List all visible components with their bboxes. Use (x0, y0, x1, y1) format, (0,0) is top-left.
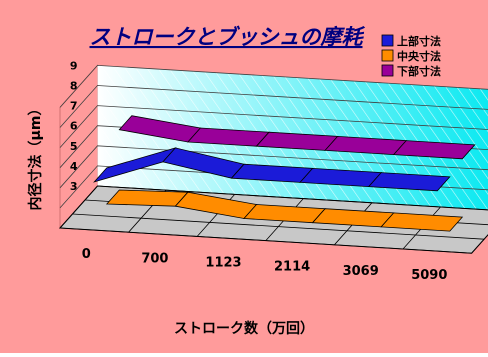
legend-swatch (382, 65, 393, 76)
x-axis-label: ストローク数（万回） (174, 320, 314, 337)
y-tick-label: 6 (70, 120, 78, 133)
y-tick-label: 4 (70, 160, 78, 173)
x-tick-label: 3069 (343, 264, 379, 279)
legend-label: 下部寸法 (397, 64, 441, 78)
x-tick-label: 0 (82, 247, 91, 262)
y-axis-label: 内径寸法（μm） (27, 102, 44, 211)
legend-label: 中央寸法 (397, 49, 441, 63)
x-tick-label: 1123 (205, 256, 241, 271)
x-tick-label: 2114 (274, 260, 310, 275)
y-tick-label: 8 (70, 80, 78, 93)
x-tick-label: 5090 (411, 268, 447, 283)
y-tick-label: 3 (70, 180, 78, 193)
y-tick-label: 5 (70, 140, 78, 153)
y-tick-label: 7 (70, 100, 78, 113)
legend-swatch (382, 50, 393, 61)
x-tick-label: 700 (141, 251, 168, 266)
legend-label: 上部寸法 (397, 34, 441, 48)
chart-title: ストロークとブッシュの摩耗 (90, 25, 366, 49)
series-segment (107, 190, 188, 206)
legend-swatch (382, 35, 393, 46)
y-tick-label: 9 (70, 59, 78, 72)
